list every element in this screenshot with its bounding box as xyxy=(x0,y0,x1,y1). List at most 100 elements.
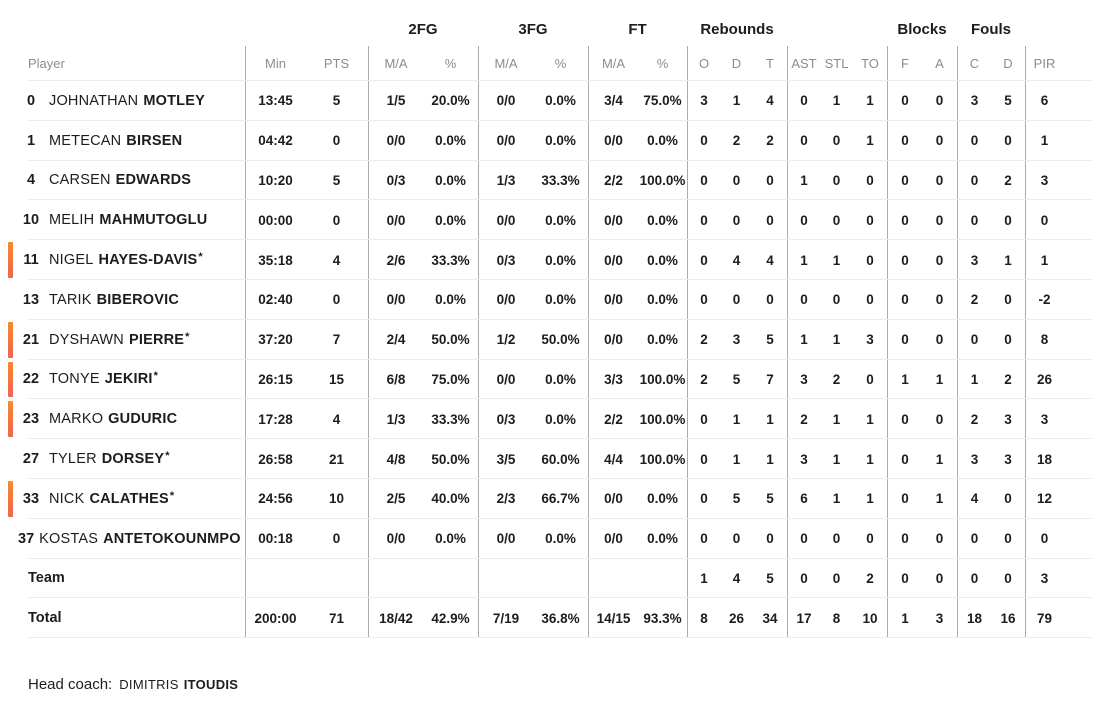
head-coach-label: Head coach: xyxy=(28,676,113,694)
fouls-committed-cell: 3 xyxy=(957,439,991,479)
minutes-cell: 02:40 xyxy=(245,279,305,320)
points-cell: 5 xyxy=(332,93,341,109)
points-cell: 4 xyxy=(332,411,341,427)
assists-cell: 0 xyxy=(787,81,820,121)
player-cell: 13 TARIK BIBEROVIC xyxy=(0,280,245,320)
ft-made-attempted-cell: 0/0 xyxy=(588,518,638,559)
jersey-number: 11 xyxy=(23,252,39,269)
fg2-percent-cell: 0.0% xyxy=(435,172,466,188)
player-cell: 27 TYLER DORSEY* xyxy=(0,439,245,479)
ft-made-attempted-cell: 14/15 xyxy=(588,598,638,639)
jersey-number: 21 xyxy=(22,331,40,348)
fouls-drawn-cell: 1 xyxy=(1004,252,1012,268)
player-last-name: BIRSEN xyxy=(126,132,183,149)
steals-cell: 1 xyxy=(832,411,841,427)
table-row[interactable]: 13 TARIK BIBEROVIC 02:40 0 0/0 0.0% 0/0 0… xyxy=(0,279,1105,320)
table-row[interactable]: 33 NICK CALATHES* 24:56 10 2/5 40.0% 2/3 … xyxy=(0,478,1105,519)
rebounds-offensive-cell: 0 xyxy=(687,279,720,320)
table-row[interactable]: 4 CARSEN EDWARDS 10:20 5 0/3 0.0% 1/3 33.… xyxy=(0,160,1105,201)
blocks-against-cell: 0 xyxy=(935,212,944,228)
rebounds-defensive-cell: 1 xyxy=(732,411,741,427)
player-name: MARKO GUDURIC xyxy=(49,411,178,427)
player-first-name: JOHNATHAN xyxy=(49,92,139,109)
fg3-made-attempted-cell: 0/0 xyxy=(478,279,533,320)
fouls-drawn-cell: 16 xyxy=(1000,610,1016,626)
fg2-made-attempted-cell: 4/8 xyxy=(368,439,423,479)
fouls-drawn-cell: 0 xyxy=(1004,212,1012,228)
rebounds-total-cell: 1 xyxy=(766,411,774,427)
player-cell: 23 MARKO GUDURIC xyxy=(0,399,245,439)
table-row[interactable]: 1 METECAN BIRSEN 04:42 0 0/0 0.0% 0/0 0.0… xyxy=(0,120,1105,161)
player-last-name: HAYES-DAVIS xyxy=(98,252,198,269)
minutes-cell: 200:00 xyxy=(245,598,305,639)
blocks-against-cell: 0 xyxy=(935,172,944,188)
blocks-favour-cell: 0 xyxy=(887,279,922,320)
col-3fg-ma: M/A xyxy=(478,46,533,81)
rebounds-defensive-cell: 1 xyxy=(732,451,741,467)
minutes-cell: 37:20 xyxy=(245,319,305,360)
turnovers-cell: 2 xyxy=(866,570,874,586)
minutes-cell: 10:20 xyxy=(245,160,305,201)
player-first-name: TARIK xyxy=(49,291,92,308)
player-name: NICK CALATHES* xyxy=(49,490,174,507)
rebounds-offensive-cell: 2 xyxy=(687,319,720,360)
fg3-made-attempted-cell: 7/19 xyxy=(478,598,533,639)
ft-percent-cell: 0.0% xyxy=(647,133,678,149)
minutes-cell: 26:58 xyxy=(245,439,305,479)
player-cell: Total xyxy=(0,598,245,638)
ft-percent-cell: 0.0% xyxy=(647,292,678,308)
blocks-favour-cell: 0 xyxy=(887,160,922,201)
player-first-name: MARKO xyxy=(49,411,104,428)
col-pts: PTS xyxy=(323,56,350,71)
col-blocks-a: A xyxy=(935,56,944,71)
points-cell: 7 xyxy=(332,332,341,348)
on-court-indicator xyxy=(8,401,13,438)
assists-cell: 0 xyxy=(787,120,820,161)
fg2-percent-cell: 0.0% xyxy=(435,531,466,547)
points-cell: 0 xyxy=(332,212,341,228)
table-row[interactable]: 11 NIGEL HAYES-DAVIS* 35:18 4 2/6 33.3% 0… xyxy=(0,240,1105,280)
box-score-table: 2FG 3FG FT Rebounds Blocks Fouls Player … xyxy=(0,21,1105,694)
ft-made-attempted-cell: 0/0 xyxy=(588,319,638,360)
table-row[interactable]: 0 JOHNATHAN MOTLEY 13:45 5 1/5 20.0% 0/0 … xyxy=(0,81,1105,121)
blocks-favour-cell: 0 xyxy=(887,399,922,440)
steals-cell: 1 xyxy=(832,252,841,268)
rebounds-total-cell: 0 xyxy=(766,172,774,188)
fg3-percent-cell: 0.0% xyxy=(545,212,576,228)
steals-cell: 0 xyxy=(832,531,841,547)
turnovers-cell: 0 xyxy=(866,292,874,308)
player-name: JOHNATHAN MOTLEY xyxy=(49,93,206,109)
table-row[interactable]: 23 MARKO GUDURIC 17:28 4 1/3 33.3% 0/3 0.… xyxy=(0,399,1105,440)
pir-cell: 8 xyxy=(1025,319,1105,360)
table-row[interactable]: 10 MELIH MAHMUTOGLU 00:00 0 0/0 0.0% 0/0 … xyxy=(0,200,1105,241)
blocks-against-cell: 0 xyxy=(935,252,944,268)
table-row[interactable]: 22 TONYE JEKIRI* 26:15 15 6/8 75.0% 0/0 0… xyxy=(0,359,1105,400)
col-to: TO xyxy=(861,56,879,71)
table-row[interactable]: 21 DYSHAWN PIERRE* 37:20 7 2/4 50.0% 1/2 … xyxy=(0,319,1105,360)
player-name: METECAN BIRSEN xyxy=(49,133,183,149)
fg3-made-attempted-cell: 3/5 xyxy=(478,439,533,479)
fouls-committed-cell: 4 xyxy=(957,478,991,519)
fouls-committed-cell: 0 xyxy=(957,558,991,599)
ft-percent-cell: 100.0% xyxy=(639,451,686,467)
jersey-number: 13 xyxy=(22,291,40,308)
player-cell: 37 KOSTAS ANTETOKOUNMPO xyxy=(0,519,245,559)
table-row[interactable]: 37 KOSTAS ANTETOKOUNMPO 00:18 0 0/0 0.0% … xyxy=(0,518,1105,559)
turnovers-cell: 1 xyxy=(866,491,874,507)
blocks-favour-cell: 0 xyxy=(887,81,922,121)
table-row[interactable]: 27 TYLER DORSEY* 26:58 21 4/8 50.0% 3/5 6… xyxy=(0,439,1105,479)
rebounds-total-cell: 7 xyxy=(766,371,774,387)
player-first-name: TONYE xyxy=(49,371,100,388)
rebounds-total-cell: 0 xyxy=(766,531,774,547)
minutes-cell: 26:15 xyxy=(245,359,305,400)
ft-percent-cell: 75.0% xyxy=(643,93,682,109)
fg3-made-attempted-cell xyxy=(478,558,533,599)
pir-cell: 3 xyxy=(1025,160,1105,201)
turnovers-cell: 0 xyxy=(866,252,874,268)
rebounds-defensive-cell: 4 xyxy=(732,570,741,586)
col-blocks-f: F xyxy=(887,46,922,81)
pir-cell: 12 xyxy=(1025,478,1105,519)
head-coach-first-name: DIMITRIS xyxy=(119,677,179,693)
blocks-favour-cell: 1 xyxy=(887,598,922,639)
blocks-against-cell: 0 xyxy=(935,332,944,348)
